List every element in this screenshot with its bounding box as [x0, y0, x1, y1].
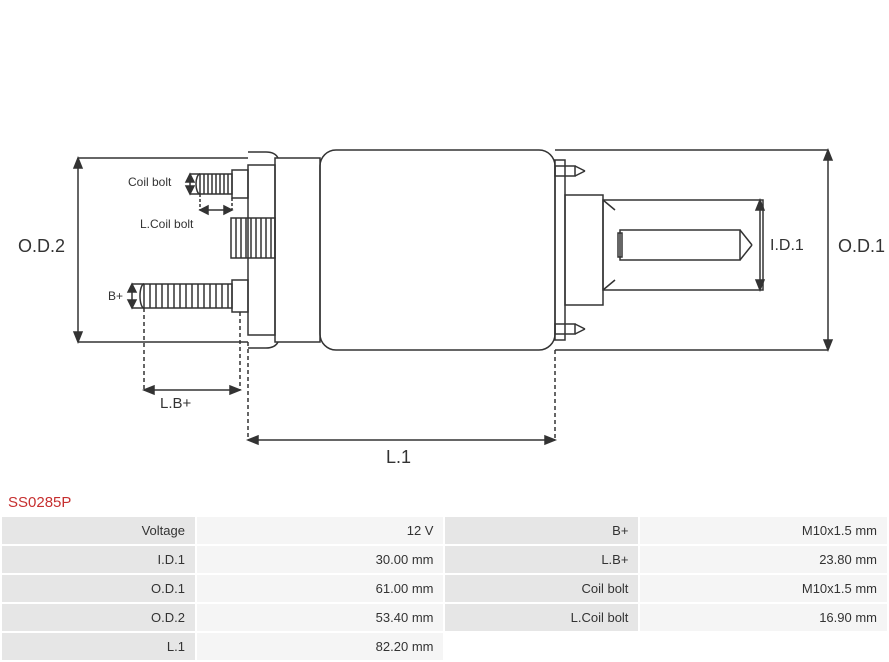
spec-value: 30.00 mm — [197, 546, 444, 573]
label-coilbolt: Coil bolt — [128, 175, 172, 189]
label-l1: L.1 — [386, 447, 411, 467]
spec-value: 16.90 mm — [640, 604, 887, 631]
spec-label: B+ — [445, 517, 638, 544]
table-row: I.D.130.00 mmL.B+23.80 mm — [2, 546, 887, 573]
table-row: Voltage12 VB+M10x1.5 mm — [2, 517, 887, 544]
spec-value: 23.80 mm — [640, 546, 887, 573]
spec-label: Coil bolt — [445, 575, 638, 602]
label-id1: I.D.1 — [770, 237, 804, 254]
label-lbplus: L.B+ — [160, 395, 192, 412]
table-row: L.182.20 mm — [2, 633, 887, 660]
label-od2: O.D.2 — [18, 236, 65, 256]
label-bplus: B+ — [108, 289, 123, 303]
spec-value: 61.00 mm — [197, 575, 444, 602]
table-row: O.D.161.00 mmCoil boltM10x1.5 mm — [2, 575, 887, 602]
spec-label: O.D.2 — [2, 604, 195, 631]
label-lcoilbolt: L.Coil bolt — [140, 217, 194, 231]
part-number: SS0285P — [0, 490, 889, 515]
spec-value: 12 V — [197, 517, 444, 544]
table-row: O.D.253.40 mmL.Coil bolt16.90 mm — [2, 604, 887, 631]
spec-value: M10x1.5 mm — [640, 517, 887, 544]
spec-label: Voltage — [2, 517, 195, 544]
spec-label: L.Coil bolt — [445, 604, 638, 631]
spec-label: O.D.1 — [2, 575, 195, 602]
spec-value: 82.20 mm — [197, 633, 444, 660]
spec-label: I.D.1 — [2, 546, 195, 573]
spec-value: M10x1.5 mm — [640, 575, 887, 602]
spec-value: 53.40 mm — [197, 604, 444, 631]
spec-label: L.1 — [2, 633, 195, 660]
spec-label: L.B+ — [445, 546, 638, 573]
spec-table: Voltage12 VB+M10x1.5 mmI.D.130.00 mmL.B+… — [0, 515, 889, 662]
technical-diagram: O.D.2 O.D.1 I.D.1 L.1 L.B+ B+ Coil bolt … — [0, 0, 889, 490]
label-od1: O.D.1 — [838, 236, 885, 256]
